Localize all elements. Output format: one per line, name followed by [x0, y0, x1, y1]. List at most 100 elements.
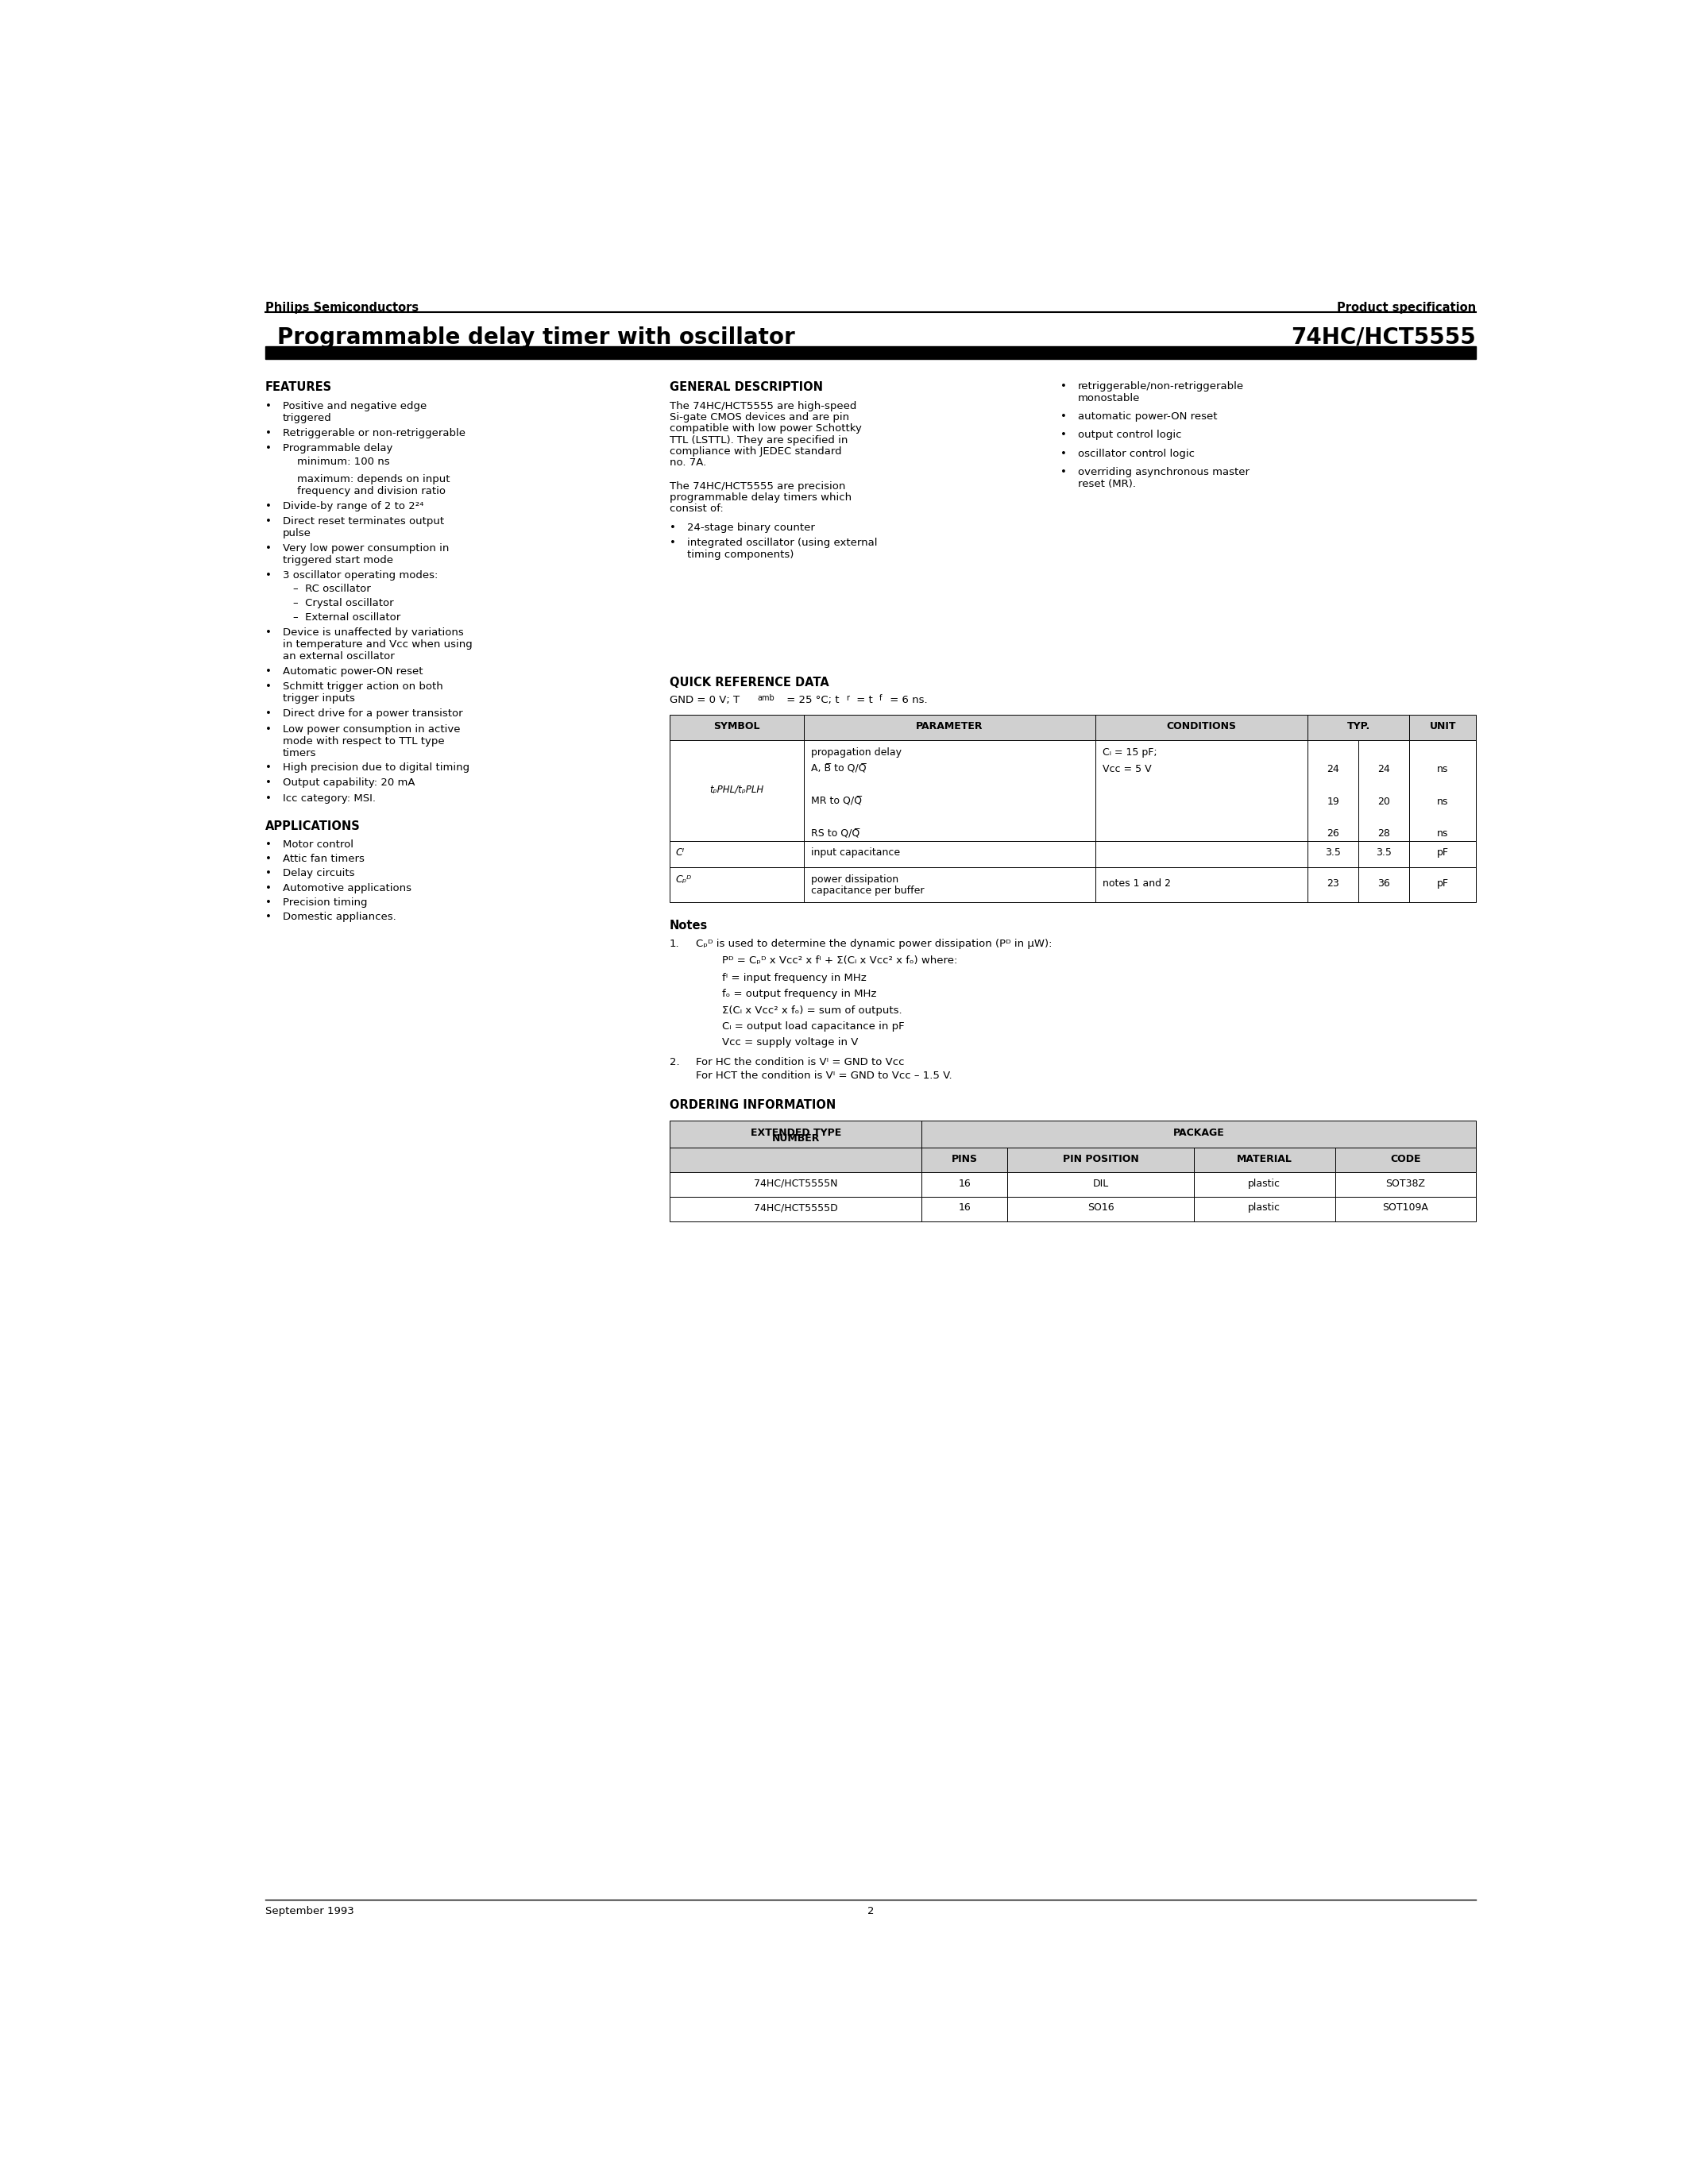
Text: Device is unaffected by variations
in temperature and Vᴄᴄ when using
an external: Device is unaffected by variations in te…: [282, 627, 473, 662]
Text: •: •: [265, 898, 272, 909]
Text: MATERIAL: MATERIAL: [1237, 1153, 1291, 1164]
Text: power dissipation: power dissipation: [812, 874, 898, 885]
Text: 2: 2: [868, 1907, 874, 1915]
Text: Output capability: 20 mA: Output capability: 20 mA: [282, 778, 415, 788]
Text: f: f: [879, 695, 881, 703]
Text: •: •: [1060, 430, 1067, 441]
Text: Low power consumption in active
mode with respect to TTL type
timers: Low power consumption in active mode wit…: [282, 725, 459, 758]
Bar: [670, 1149, 922, 1173]
Text: GENERAL DESCRIPTION: GENERAL DESCRIPTION: [670, 382, 824, 393]
Text: PACKAGE: PACKAGE: [1173, 1127, 1224, 1138]
Bar: [1409, 714, 1475, 740]
Text: –  External oscillator: – External oscillator: [294, 612, 400, 622]
Text: Si-gate CMOS devices and are pin: Si-gate CMOS devices and are pin: [670, 413, 849, 422]
Bar: [922, 1197, 1008, 1221]
Text: •: •: [265, 570, 272, 581]
Text: r: r: [846, 695, 849, 703]
Text: 24: 24: [1327, 764, 1340, 773]
Text: Domestic appliances.: Domestic appliances.: [282, 911, 395, 922]
Bar: [1193, 1197, 1335, 1221]
Text: TYP.: TYP.: [1347, 721, 1371, 732]
Text: EXTENDED TYPE: EXTENDED TYPE: [749, 1127, 841, 1138]
Bar: [922, 1149, 1008, 1173]
Text: 24-stage binary counter: 24-stage binary counter: [687, 522, 815, 533]
Bar: [1096, 867, 1308, 902]
Text: Cₚᴰ: Cₚᴰ: [675, 874, 692, 885]
Text: capacitance per buffer: capacitance per buffer: [812, 885, 925, 895]
Bar: [670, 1197, 922, 1221]
Text: A, B̅ to Q/Q̅: A, B̅ to Q/Q̅: [812, 764, 866, 773]
Bar: [1409, 867, 1475, 902]
Text: Cₚᴰ is used to determine the dynamic power dissipation (Pᴰ in μW):: Cₚᴰ is used to determine the dynamic pow…: [695, 939, 1052, 950]
Text: The 74HC/HCT5555 are high-speed: The 74HC/HCT5555 are high-speed: [670, 402, 856, 411]
Text: TTL (LSTTL). They are specified in: TTL (LSTTL). They are specified in: [670, 435, 847, 446]
Bar: [670, 714, 803, 740]
Text: Retriggerable or non-retriggerable: Retriggerable or non-retriggerable: [282, 428, 466, 439]
Text: •: •: [1060, 467, 1067, 478]
Bar: [1308, 740, 1409, 841]
Text: ORDERING INFORMATION: ORDERING INFORMATION: [670, 1099, 836, 1112]
Bar: [1409, 841, 1475, 867]
Bar: [803, 841, 1096, 867]
Text: •: •: [265, 708, 272, 719]
Text: •: •: [265, 839, 272, 850]
Bar: [1335, 1173, 1475, 1197]
Text: Very low power consumption in
triggered start mode: Very low power consumption in triggered …: [282, 544, 449, 566]
Text: = 25 °C; t: = 25 °C; t: [783, 695, 839, 705]
Text: •: •: [1060, 411, 1067, 422]
Bar: [1409, 740, 1475, 841]
Text: output control logic: output control logic: [1079, 430, 1182, 441]
Bar: [670, 867, 803, 902]
Text: •: •: [670, 522, 675, 533]
Text: •: •: [265, 725, 272, 734]
Text: 1.: 1.: [670, 939, 680, 950]
Text: SO16: SO16: [1087, 1203, 1114, 1212]
Text: consist of:: consist of:: [670, 505, 724, 513]
Text: 74HC/HCT5555: 74HC/HCT5555: [1291, 325, 1475, 349]
Text: •: •: [265, 666, 272, 677]
Text: APPLICATIONS: APPLICATIONS: [265, 819, 360, 832]
Text: compliance with JEDEC standard: compliance with JEDEC standard: [670, 446, 842, 456]
Text: = 6 ns.: = 6 ns.: [886, 695, 927, 705]
Text: programmable delay timers which: programmable delay timers which: [670, 491, 852, 502]
Text: pF: pF: [1436, 847, 1448, 858]
Text: maximum: depends on input
frequency and division ratio: maximum: depends on input frequency and …: [297, 474, 451, 496]
Text: overriding asynchronous master
reset (MR).: overriding asynchronous master reset (MR…: [1079, 467, 1249, 489]
Bar: [1308, 714, 1409, 740]
Text: •: •: [265, 402, 272, 411]
Text: tₚPHL/tₚPLH: tₚPHL/tₚPLH: [709, 784, 763, 795]
Text: •: •: [265, 544, 272, 555]
Text: DIL: DIL: [1092, 1177, 1109, 1188]
Text: Iᴄᴄ category: MSI.: Iᴄᴄ category: MSI.: [282, 793, 375, 804]
Text: Σ(Cₗ x Vᴄᴄ² x fₒ) = sum of outputs.: Σ(Cₗ x Vᴄᴄ² x fₒ) = sum of outputs.: [722, 1005, 901, 1016]
Text: ns: ns: [1436, 764, 1448, 773]
Text: Schmitt trigger action on both
trigger inputs: Schmitt trigger action on both trigger i…: [282, 681, 442, 703]
Text: CODE: CODE: [1391, 1153, 1421, 1164]
Bar: [670, 1120, 922, 1149]
Text: amb: amb: [756, 695, 775, 703]
Text: Vᴄᴄ = supply voltage in V: Vᴄᴄ = supply voltage in V: [722, 1037, 858, 1048]
Text: 16: 16: [959, 1203, 971, 1212]
Text: UNIT: UNIT: [1430, 721, 1457, 732]
Text: Notes: Notes: [670, 919, 707, 930]
Text: no. 7A.: no. 7A.: [670, 456, 706, 467]
Text: September 1993: September 1993: [265, 1907, 354, 1915]
Text: For HC the condition is Vᴵ = GND to Vᴄᴄ: For HC the condition is Vᴵ = GND to Vᴄᴄ: [695, 1057, 905, 1068]
Text: propagation delay: propagation delay: [812, 747, 901, 758]
Text: compatible with low power Schottky: compatible with low power Schottky: [670, 424, 863, 435]
Text: 26: 26: [1327, 828, 1340, 839]
Text: 36: 36: [1377, 878, 1391, 889]
Text: Delay circuits: Delay circuits: [282, 869, 354, 878]
Text: PINS: PINS: [952, 1153, 977, 1164]
Text: Product specification: Product specification: [1337, 301, 1475, 314]
Text: 2.: 2.: [670, 1057, 680, 1068]
Text: •: •: [265, 428, 272, 439]
Text: retriggerable/non-retriggerable
monostable: retriggerable/non-retriggerable monostab…: [1079, 382, 1244, 404]
Text: minimum: 100 ns: minimum: 100 ns: [297, 456, 390, 467]
Text: Precision timing: Precision timing: [282, 898, 366, 909]
Bar: [922, 1120, 1475, 1149]
Text: •: •: [1060, 382, 1067, 391]
Text: SOT38Z: SOT38Z: [1386, 1177, 1425, 1188]
Text: fᴵ = input frequency in MHz: fᴵ = input frequency in MHz: [722, 972, 866, 983]
Text: The 74HC/HCT5555 are precision: The 74HC/HCT5555 are precision: [670, 480, 846, 491]
